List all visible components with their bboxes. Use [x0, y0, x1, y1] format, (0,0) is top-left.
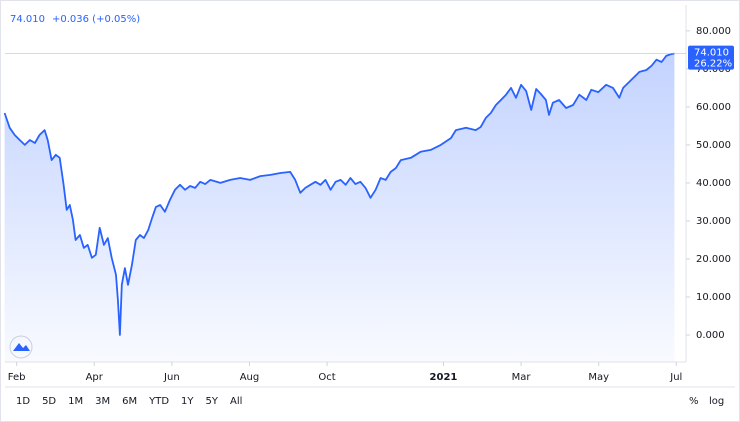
y-tick-label: 20.000 [696, 254, 731, 265]
last-price-box [688, 45, 734, 70]
range-button[interactable]: 3M [95, 396, 110, 407]
y-tick-label: 0.000 [696, 330, 725, 341]
range-button[interactable]: 1M [68, 396, 83, 407]
header-price: 74.010 [10, 14, 45, 25]
y-tick-label: 60.000 [696, 102, 731, 113]
x-tick-label: Mar [512, 372, 532, 383]
last-price-label: 74.010 [694, 48, 729, 59]
x-tick-label: Apr [86, 372, 104, 383]
range-button[interactable]: 1D [16, 396, 30, 407]
x-tick-label: Jun [163, 372, 180, 383]
percent-label: 26.22% [694, 59, 732, 70]
x-tick-label: Aug [240, 372, 260, 383]
range-button[interactable]: 1Y [181, 396, 194, 407]
x-tick-label: Jul [669, 372, 682, 383]
y-tick-label: 30.000 [696, 216, 731, 227]
x-tick-label: Feb [8, 372, 26, 383]
price-line [3, 52, 675, 336]
range-button[interactable]: 6M [122, 396, 137, 407]
range-button[interactable]: 5D [42, 396, 56, 407]
y-tick-label: 50.000 [696, 140, 731, 151]
area-fill [4, 53, 675, 362]
range-button[interactable]: All [230, 396, 242, 407]
x-tick-label: Oct [318, 372, 335, 383]
x-tick-label: May [588, 372, 609, 383]
y-tick-label: 10.000 [696, 292, 731, 303]
range-button[interactable]: YTD [148, 396, 169, 407]
header-change: +0.036 (+0.05%) [52, 14, 140, 25]
scale-button[interactable]: log [709, 396, 724, 407]
scale-button[interactable]: % [689, 396, 699, 407]
x-tick-label: 2021 [430, 372, 458, 383]
y-tick-label: 40.000 [696, 178, 731, 189]
range-button[interactable]: 5Y [206, 396, 219, 407]
y-tick-label: 80.000 [696, 26, 731, 37]
